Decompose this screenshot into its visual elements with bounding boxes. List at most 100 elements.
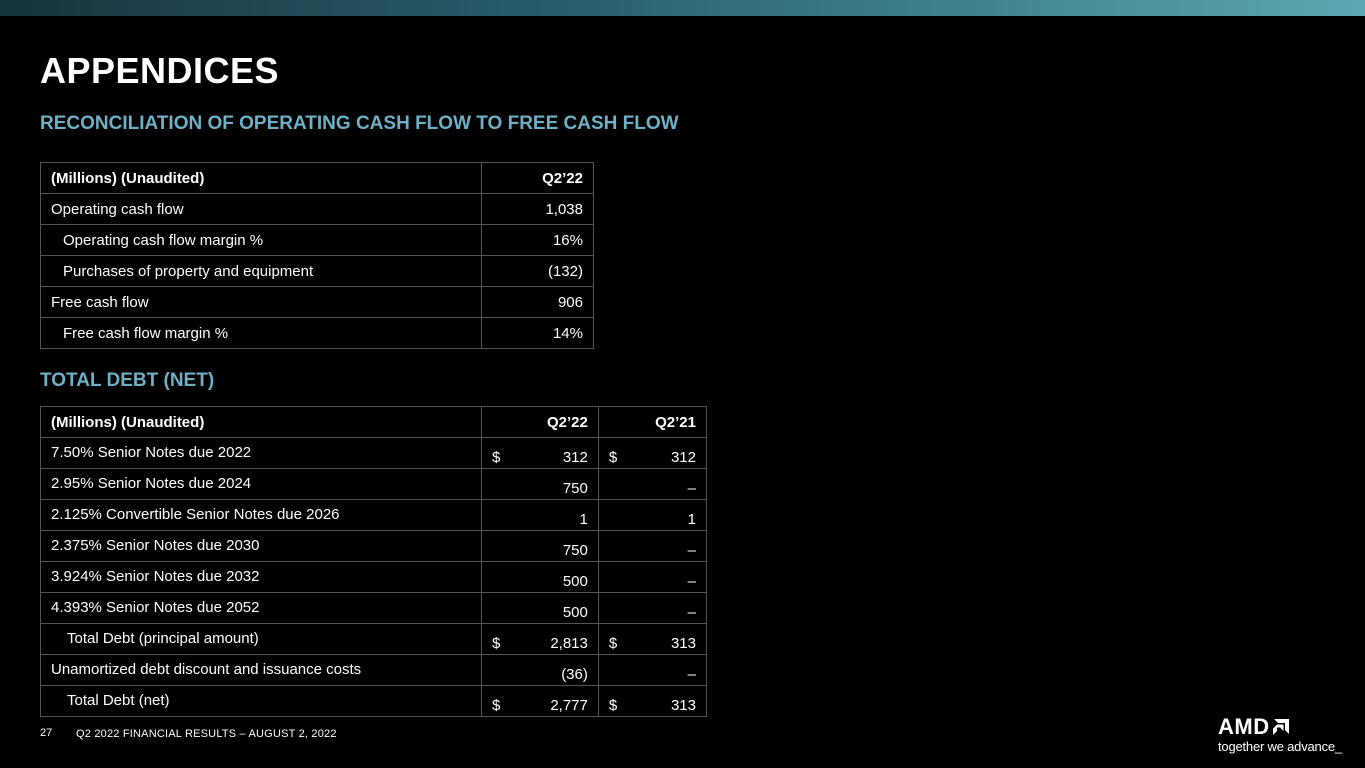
amount: 750	[562, 542, 588, 559]
table-row: Total Debt (net) $2,777 $313	[40, 685, 708, 717]
top-gradient-bar	[0, 0, 1365, 16]
row-value: 14%	[481, 317, 594, 349]
table-row: Purchases of property and equipment (132…	[40, 255, 594, 287]
money-cell: 500	[492, 562, 588, 592]
amount: 750	[562, 480, 588, 497]
amount: 2,777	[550, 697, 588, 714]
row-label: Free cash flow margin %	[40, 317, 482, 349]
amount: 313	[670, 697, 696, 714]
money-cell: $313	[609, 624, 696, 654]
money-cell: 750	[492, 469, 588, 499]
row-label: Free cash flow	[40, 286, 482, 318]
row-value-c1: 500	[481, 592, 599, 624]
amount: –	[687, 666, 696, 683]
table-header-row: (Millions) (Unaudited) Q2’22 Q2’21	[40, 406, 708, 438]
row-value: 1,038	[481, 193, 594, 225]
currency-symbol: $	[608, 697, 618, 714]
money-cell: 500	[492, 593, 588, 623]
row-value-c2: –	[597, 468, 708, 500]
amount: 500	[562, 573, 588, 590]
table-row: Unamortized debt discount and issuance c…	[40, 654, 708, 686]
section-title-cash-flow: RECONCILIATION OF OPERATING CASH FLOW TO…	[40, 113, 679, 134]
money-cell: $312	[609, 438, 696, 468]
table-row: Free cash flow margin % 14%	[40, 317, 594, 349]
money-cell: $2,777	[492, 686, 588, 716]
amount: –	[687, 573, 696, 590]
column-header-q2-21: Q2’21	[597, 406, 708, 438]
row-value-c1: 1	[481, 499, 599, 531]
amount: 1	[579, 511, 588, 528]
money-cell: –	[609, 531, 696, 561]
currency-symbol: $	[492, 635, 501, 652]
money-cell: (36)	[492, 655, 588, 685]
section-title-total-debt: TOTAL DEBT (NET)	[40, 370, 215, 391]
table-row: Total Debt (principal amount) $2,813 $313	[40, 623, 708, 655]
row-value-c2: $312	[597, 437, 708, 469]
table-row: 2.95% Senior Notes due 2024 750 –	[40, 468, 708, 500]
logo-wordmark: AMD	[1218, 714, 1348, 740]
row-label: Total Debt (principal amount)	[40, 623, 482, 655]
row-value-c2: –	[597, 561, 708, 593]
amount: 312	[562, 449, 588, 466]
currency-symbol: $	[492, 449, 501, 466]
row-value-c2: $313	[597, 623, 708, 655]
currency-symbol: $	[492, 697, 501, 714]
row-label: 2.95% Senior Notes due 2024	[40, 468, 482, 500]
row-label: Unamortized debt discount and issuance c…	[40, 654, 482, 686]
table-row: Operating cash flow margin % 16%	[40, 224, 594, 256]
column-header-q2-22: Q2’22	[481, 406, 599, 438]
column-header-q2-22: Q2’22	[481, 162, 594, 194]
money-cell: –	[609, 655, 696, 685]
logo-wordmark-text: AMD	[1218, 714, 1270, 739]
amount: –	[687, 604, 696, 621]
table-row: 3.924% Senior Notes due 2032 500 –	[40, 561, 708, 593]
table-header-row: (Millions) (Unaudited) Q2’22	[40, 162, 594, 194]
row-label: 2.375% Senior Notes due 2030	[40, 530, 482, 562]
table-row: 4.393% Senior Notes due 2052 500 –	[40, 592, 708, 624]
row-value-c1: $2,777	[481, 685, 599, 717]
table-row: Operating cash flow 1,038	[40, 193, 594, 225]
table-row: 7.50% Senior Notes due 2022 $312 $312	[40, 437, 708, 469]
amount: 500	[562, 604, 588, 621]
row-value-c2: –	[597, 654, 708, 686]
row-value: 906	[481, 286, 594, 318]
money-cell: $2,813	[492, 624, 588, 654]
money-cell: 1	[492, 500, 588, 530]
table-row: 2.125% Convertible Senior Notes due 2026…	[40, 499, 708, 531]
table-row: 2.375% Senior Notes due 2030 750 –	[40, 530, 708, 562]
row-label: Purchases of property and equipment	[40, 255, 482, 287]
column-header-label: (Millions) (Unaudited)	[40, 406, 482, 438]
row-value-c1: (36)	[481, 654, 599, 686]
amount: 1	[687, 511, 696, 528]
row-value-c1: $312	[481, 437, 599, 469]
row-value-c1: 750	[481, 530, 599, 562]
row-value-c2: $313	[597, 685, 708, 717]
row-label: 2.125% Convertible Senior Notes due 2026	[40, 499, 482, 531]
row-label: 7.50% Senior Notes due 2022	[40, 437, 482, 469]
money-cell: –	[609, 562, 696, 592]
row-value: (132)	[481, 255, 594, 287]
row-value-c1: 500	[481, 561, 599, 593]
row-value-c1: $2,813	[481, 623, 599, 655]
row-label: Operating cash flow margin %	[40, 224, 482, 256]
row-label: 3.924% Senior Notes due 2032	[40, 561, 482, 593]
row-label: 4.393% Senior Notes due 2052	[40, 592, 482, 624]
currency-symbol: $	[608, 635, 618, 652]
amount: 312	[670, 449, 696, 466]
money-cell: –	[609, 593, 696, 623]
money-cell: 1	[609, 500, 696, 530]
amount: –	[687, 542, 696, 559]
amount: –	[687, 480, 696, 497]
table-row: Free cash flow 906	[40, 286, 594, 318]
money-cell: $312	[492, 438, 588, 468]
footer-text: Q2 2022 FINANCIAL RESULTS – AUGUST 2, 20…	[76, 728, 337, 740]
logo-tagline: together we advance_	[1218, 739, 1342, 754]
row-label: Operating cash flow	[40, 193, 482, 225]
row-value-c2: –	[597, 530, 708, 562]
cash-flow-table: (Millions) (Unaudited) Q2’22 Operating c…	[40, 162, 594, 349]
row-value: 16%	[481, 224, 594, 256]
money-cell: 750	[492, 531, 588, 561]
money-cell: –	[609, 469, 696, 499]
currency-symbol: $	[608, 449, 618, 466]
page-number: 27	[40, 727, 53, 739]
